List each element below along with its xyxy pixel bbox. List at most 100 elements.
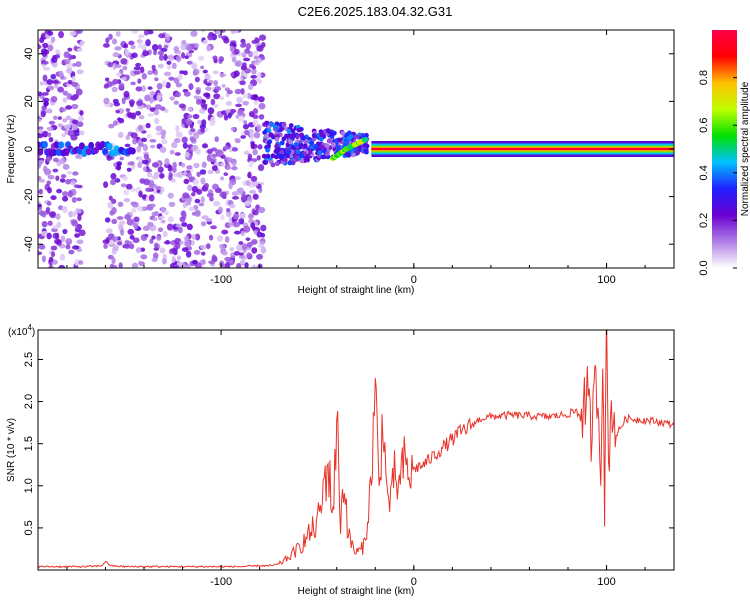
spectrogram-noise-blob bbox=[207, 169, 214, 175]
spectrogram-noise-blob bbox=[167, 223, 173, 231]
spectrogram-noise-blob bbox=[238, 255, 246, 259]
snr-series-line bbox=[38, 330, 674, 569]
spectrogram-noise-blob bbox=[229, 108, 237, 114]
spectrogram-noise-blob bbox=[52, 115, 58, 121]
spectrogram-noise-blob bbox=[167, 164, 173, 172]
spectrogram-noise-blob bbox=[152, 252, 159, 260]
spectrogram-noise-blob bbox=[131, 262, 139, 268]
spectrogram-noise-blob bbox=[203, 92, 211, 98]
spectrogram-noise-blob bbox=[180, 43, 187, 51]
spectrogram-noise-blob bbox=[165, 239, 170, 245]
spectrogram-noise-blob bbox=[46, 201, 52, 206]
spectrogram-noise-blob bbox=[142, 166, 148, 172]
snr-xlabel: Height of straight line (km) bbox=[298, 586, 415, 597]
spectrogram-broad-blob bbox=[336, 137, 342, 143]
spectrogram-noise-blob bbox=[130, 45, 136, 50]
spectrogram-noise-blob bbox=[192, 113, 200, 120]
spectrogram-noise-blob bbox=[224, 236, 230, 243]
spectrogram-noise-blob bbox=[232, 213, 240, 220]
spectrogram-noise-blob bbox=[140, 44, 147, 50]
spectrogram-noise-blob bbox=[229, 247, 235, 252]
spectrogram-noise-blob bbox=[237, 109, 244, 114]
spectrogram-broad-blob bbox=[265, 153, 271, 159]
spectrogram-panel: -100 0 100 -40 -20 0 20 40 Height of straight l… bbox=[6, 29, 675, 296]
spectrogram-noise-blob bbox=[41, 221, 48, 228]
spectrogram-noise-blob bbox=[77, 213, 82, 222]
spectrogram-noise-blob bbox=[67, 190, 73, 198]
spectrogram-noise-blob bbox=[146, 30, 154, 35]
spectrogram-noise-blob bbox=[119, 220, 126, 226]
spectrogram-broad-blob bbox=[296, 127, 302, 133]
colorbar-tick-label: 0.6 bbox=[698, 118, 710, 133]
spectrogram-broad-blob bbox=[281, 122, 287, 128]
spectrogram-noise-blob bbox=[65, 178, 72, 185]
spectrogram-noise-blob bbox=[159, 247, 166, 254]
spectrogram-noise-blob bbox=[50, 73, 57, 80]
spectrogram-noise-blob bbox=[76, 48, 83, 52]
spectrogram-noise-blob bbox=[252, 193, 259, 200]
spectrogram-noise-blob bbox=[179, 240, 184, 245]
spectrogram-broad-blob bbox=[331, 142, 336, 147]
colorbar-label: Normalized spectral amplitude bbox=[740, 81, 750, 216]
spectrogram-noise-blob bbox=[118, 262, 123, 268]
spectrogram-noise-blob bbox=[181, 162, 186, 168]
spectrogram-noise-blob bbox=[203, 79, 208, 85]
spectrogram-noise-blob bbox=[210, 116, 216, 124]
spectrogram-noise-blob bbox=[181, 52, 186, 59]
spectrogram-noise-blob bbox=[72, 171, 79, 176]
spectrogram-noise-blob bbox=[249, 189, 257, 194]
spectrogram-noise-blob bbox=[124, 49, 129, 57]
spectrogram-noise-blob bbox=[50, 36, 56, 43]
spectrogram-noise-blob bbox=[257, 164, 265, 172]
spectrogram-noise-blob bbox=[221, 83, 226, 88]
spectrogram-noise-blob bbox=[137, 161, 143, 169]
spectrogram-broad-blob bbox=[288, 139, 294, 145]
spectrogram-noise-blob bbox=[243, 225, 251, 233]
spectrogram-noise-blob bbox=[128, 40, 135, 46]
spectrogram-noise-blob bbox=[49, 211, 57, 219]
spectrogram-noise-blob bbox=[213, 93, 221, 100]
spectrogram-noise-blob bbox=[220, 162, 225, 167]
spectrogram-noise-blob bbox=[184, 240, 192, 248]
spectrogram-broad-blob bbox=[269, 122, 275, 127]
spectrogram-noise-blob bbox=[191, 235, 197, 240]
spectrogram-noise-blob bbox=[66, 62, 73, 70]
spectrogram-noise-blob bbox=[220, 214, 225, 220]
spectrogram-noise-blob bbox=[217, 206, 223, 214]
spectrogram-noise-blob bbox=[121, 97, 126, 105]
spectrogram-noise-blob bbox=[253, 99, 259, 106]
spectrogram-noise-blob bbox=[157, 63, 164, 69]
spectrogram-noise-blob bbox=[251, 65, 257, 70]
spectrogram-noise-blob bbox=[175, 82, 183, 88]
spectrogram-noise-blob bbox=[163, 44, 169, 49]
spectrogram-noise-blob bbox=[239, 259, 245, 266]
spectrogram-noise-blob bbox=[111, 198, 117, 204]
spectrogram-noise-blob bbox=[183, 170, 188, 176]
spectrogram-noise-blob bbox=[115, 72, 122, 77]
spectrogram-noise-blob bbox=[196, 171, 201, 178]
spectrogram-noise-blob bbox=[123, 243, 131, 249]
spectrogram-noise-blob bbox=[157, 44, 162, 50]
spectrogram-noise-blob bbox=[111, 86, 118, 93]
spectrogram-noise-blob bbox=[147, 172, 153, 178]
spectrogram-broad-blob bbox=[324, 151, 330, 157]
spectrogram-noise-blob bbox=[244, 200, 251, 207]
spectrogram-noise-blob bbox=[111, 207, 117, 215]
spectrogram-broad-blob bbox=[329, 131, 335, 137]
spectrogram-noise-blob bbox=[76, 208, 82, 214]
spectrogram-noise-blob bbox=[260, 246, 267, 254]
spectrogram-noise-blob bbox=[147, 70, 154, 76]
spectrogram-ytick-label: 40 bbox=[23, 48, 35, 60]
spectrogram-noise-blob bbox=[198, 202, 205, 207]
spectrogram-noise-blob bbox=[110, 179, 117, 186]
spectrogram-noise-blob bbox=[130, 208, 137, 213]
spectrogram-noise-blob bbox=[151, 257, 158, 263]
spectrogram-noise-blob bbox=[171, 141, 178, 149]
colorbar-tick-label: 0.2 bbox=[698, 213, 710, 228]
spectrogram-noise-blob bbox=[50, 95, 58, 103]
spectrogram-noise-blob bbox=[121, 76, 127, 81]
spectrogram-early-line bbox=[129, 147, 136, 155]
spectrogram-noise-blob bbox=[58, 264, 66, 268]
spectrogram-noise-blob bbox=[66, 170, 73, 175]
spectrogram-noise-blob bbox=[200, 265, 206, 268]
